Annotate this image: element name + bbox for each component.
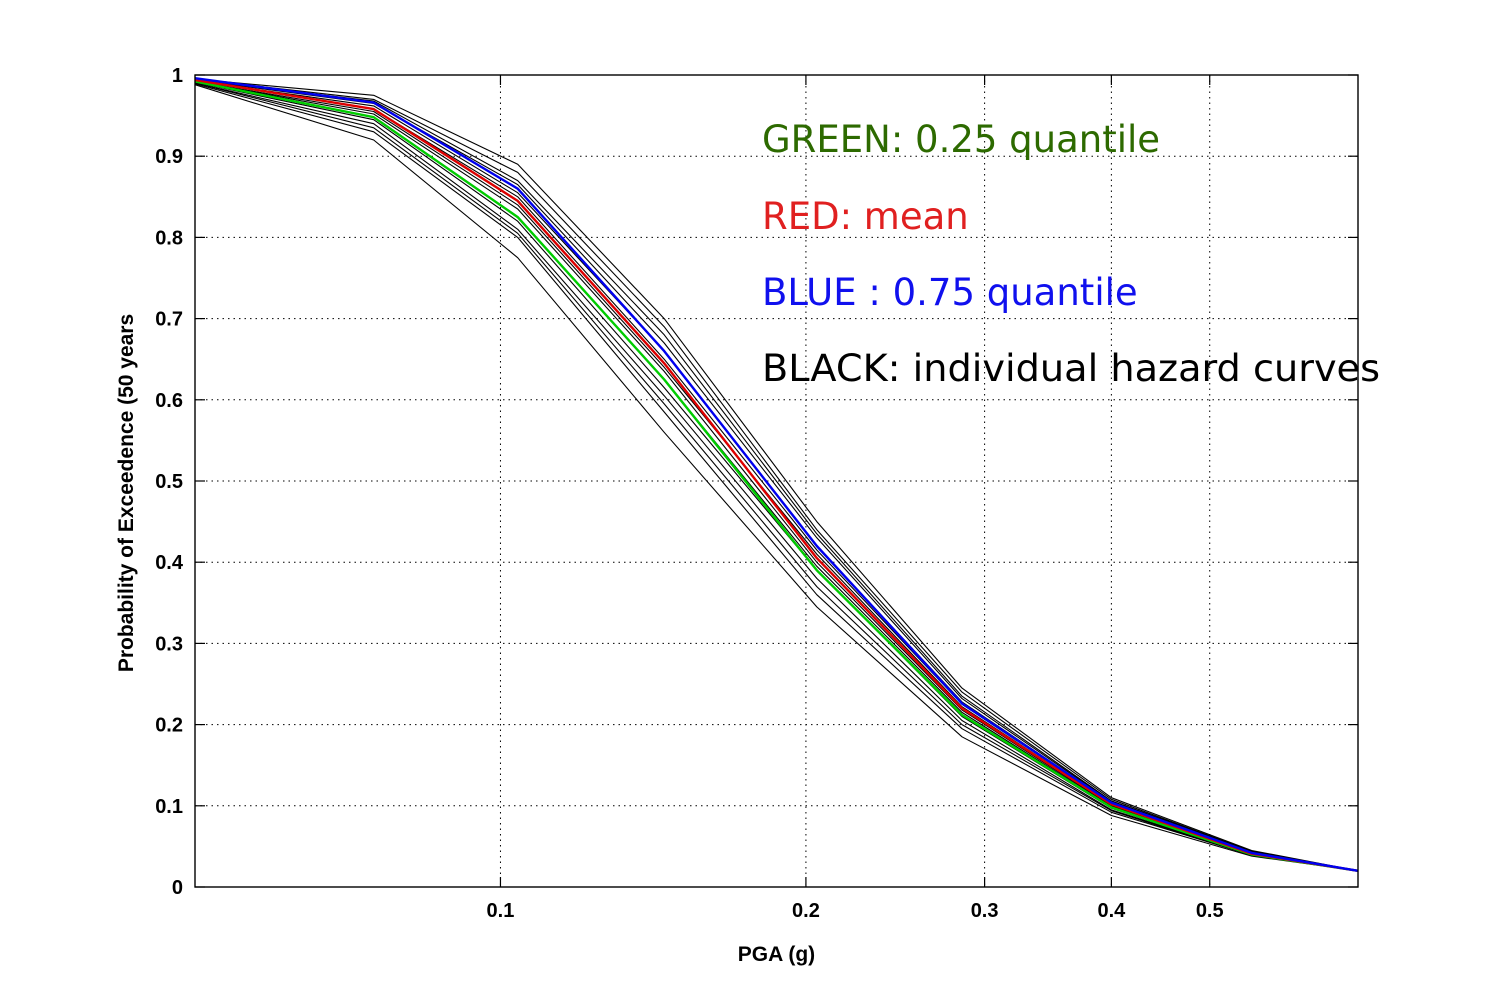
y-axis-label: Probability of Exceedence (50 years — [115, 314, 138, 672]
y-tick-label: 0.3 — [155, 633, 183, 655]
y-tick-label: 0.5 — [155, 471, 183, 493]
x-tick-label: 0.2 — [792, 900, 820, 922]
legend-annotation: GREEN: 0.25 quantile — [762, 118, 1160, 161]
y-tick-label: 0.8 — [155, 227, 183, 249]
series-layer — [194, 77, 1359, 872]
x-axis-label: PGA (g) — [738, 943, 815, 966]
y-tick-label: 0.2 — [155, 715, 183, 737]
hazard-curve-line — [194, 83, 1359, 872]
x-tick-label: 0.5 — [1196, 900, 1224, 922]
hazard-curve-line — [194, 84, 1359, 872]
hazard-curve-line — [194, 77, 1359, 872]
legend-annotation: BLACK: individual hazard curves — [762, 347, 1380, 390]
y-tick-label: 0.1 — [155, 796, 183, 818]
y-tick-label: 0.9 — [155, 146, 183, 168]
y-tick-label: 0.6 — [155, 390, 183, 412]
x-tick-label: 0.3 — [971, 900, 999, 922]
hazard-curve-line — [194, 79, 1359, 872]
y-tick-label: 1 — [172, 65, 183, 87]
hazard-curve-line — [194, 80, 1359, 872]
annotations: GREEN: 0.25 quantile RED: mean BLUE : 0.75… — [762, 118, 1380, 390]
y-tick-label: 0 — [172, 877, 183, 899]
x-tick-label: 0.1 — [487, 900, 515, 922]
legend-annotation: BLUE : 0.75 quantile — [762, 271, 1138, 314]
y-tick-label: 0.7 — [155, 309, 183, 331]
axis-ticks: 0 0.1 0.2 0.3 0.4 0.5 0.6 0.7 0.8 0.9 1 0.1 0.2 0.3 0.… — [155, 65, 1358, 922]
x-tick-label: 0.4 — [1097, 900, 1126, 922]
legend-annotation: RED: mean — [762, 195, 969, 238]
grid-lines — [195, 75, 1358, 887]
hazard-curve-line — [194, 78, 1359, 872]
y-tick-label: 0.4 — [155, 552, 184, 574]
